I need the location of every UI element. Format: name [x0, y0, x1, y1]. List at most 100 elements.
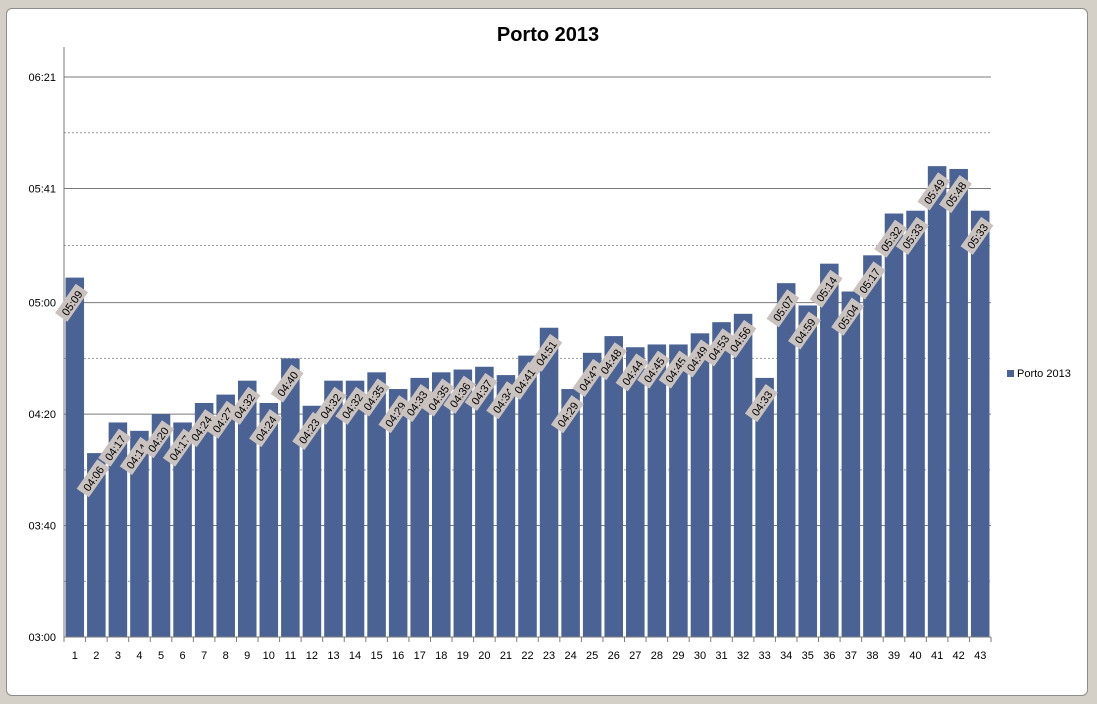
bar: [410, 377, 429, 637]
bar: [367, 372, 386, 637]
bar: [475, 366, 494, 637]
x-tick-label: 31: [715, 650, 727, 662]
x-tick-label: 16: [392, 650, 404, 662]
x-tick-label: 19: [457, 650, 469, 662]
bar: [712, 322, 731, 637]
x-tick-label: 28: [651, 650, 663, 662]
bar: [539, 327, 559, 637]
bar: [324, 380, 343, 637]
data-label-box: [529, 333, 563, 372]
chart-title: Porto 2013: [497, 24, 599, 46]
x-tick-label: 30: [694, 650, 706, 662]
x-tick-label: 38: [866, 650, 878, 662]
x-tick-label: 43: [974, 650, 986, 662]
data-label-box: [658, 350, 692, 389]
x-tick-label: 7: [201, 650, 207, 662]
bar: [561, 389, 580, 637]
bar: [237, 380, 257, 637]
bar: [108, 422, 128, 637]
bar: [970, 210, 990, 638]
bar: [604, 336, 624, 637]
y-tick-label: 03:40: [28, 521, 56, 533]
x-tick-label: 5: [158, 650, 164, 662]
y-tick-label: 03:00: [28, 632, 56, 644]
x-tick-label: 1: [72, 650, 78, 662]
bar: [302, 405, 322, 637]
bar-chart: Porto 2013 03:00 03:40 04:20 05:00 05:41 06:2…: [28, 24, 1071, 662]
data-label-box: [831, 297, 865, 336]
data-label-box: [917, 172, 951, 211]
data-label-box: [680, 339, 714, 378]
bar: [281, 358, 300, 637]
x-tick-label: 33: [759, 650, 771, 662]
bar: [431, 372, 451, 637]
bar: [173, 422, 192, 637]
data-label-box: [464, 372, 498, 411]
x-tick-label: 39: [888, 650, 900, 662]
bar: [130, 430, 149, 637]
data-label-box: [292, 411, 326, 450]
bar: [949, 168, 968, 637]
data-label-box: [938, 175, 972, 214]
bar: [927, 166, 947, 637]
bars: [65, 166, 990, 638]
data-label-box: [809, 269, 843, 308]
data-label-box: [443, 375, 477, 414]
bar: [345, 380, 365, 637]
x-tick-label: 18: [435, 650, 447, 662]
data-label-box: [141, 420, 175, 459]
x-tick-label: 23: [543, 650, 555, 662]
bar: [841, 291, 861, 637]
data-label-box: [98, 428, 132, 467]
data-label-box: [594, 342, 627, 381]
bar: [151, 414, 171, 637]
data-label-box: [615, 353, 649, 392]
data-label-box: [313, 386, 347, 425]
bar: [690, 333, 710, 637]
x-tick-label: 2: [93, 650, 99, 662]
x-tick-label: 42: [953, 650, 965, 662]
legend-label: Porto 2013: [1017, 368, 1071, 380]
bar: [259, 402, 279, 637]
bar: [388, 389, 408, 637]
x-tick-label: 8: [223, 650, 229, 662]
x-tick-label: 9: [244, 650, 250, 662]
data-label-box: [227, 386, 261, 425]
data-label-box: [356, 378, 390, 417]
legend-swatch: [1007, 370, 1014, 377]
x-tick-label: 29: [672, 650, 684, 662]
bar: [216, 394, 235, 637]
x-tick-label: 15: [370, 650, 382, 662]
x-tick-label: 34: [780, 650, 792, 662]
data-label-box: [400, 383, 433, 423]
legend: Porto 2013: [1007, 368, 1071, 380]
data-label-box: [637, 350, 671, 389]
data-label-box: [766, 289, 800, 328]
x-tick-label: 6: [180, 650, 186, 662]
x-tick-label: 17: [414, 650, 426, 662]
x-tick-label: 20: [478, 650, 490, 662]
x-tick-label: 35: [802, 650, 814, 662]
data-label-box: [723, 319, 757, 359]
data-label-box: [701, 328, 735, 367]
x-tick-label: 24: [564, 650, 576, 662]
x-tick-label: 12: [306, 650, 318, 662]
x-tick-label: 26: [608, 650, 620, 662]
bar: [582, 352, 602, 637]
bar: [755, 377, 774, 637]
data-label-box: [852, 261, 886, 300]
data-label-box: [550, 395, 584, 434]
data-label-box: [184, 409, 218, 448]
bar: [65, 277, 85, 637]
data-label-box: [378, 395, 412, 434]
bar: [194, 402, 214, 637]
data-label-box: [205, 400, 239, 439]
x-tick-label: 11: [285, 650, 296, 662]
bar: [798, 305, 818, 637]
x-tick-label: 37: [845, 650, 857, 662]
x-tick-label: 21: [500, 650, 512, 662]
y-tick-label: 06:21: [28, 72, 56, 84]
data-label-box: [76, 459, 110, 498]
bar: [496, 375, 516, 637]
